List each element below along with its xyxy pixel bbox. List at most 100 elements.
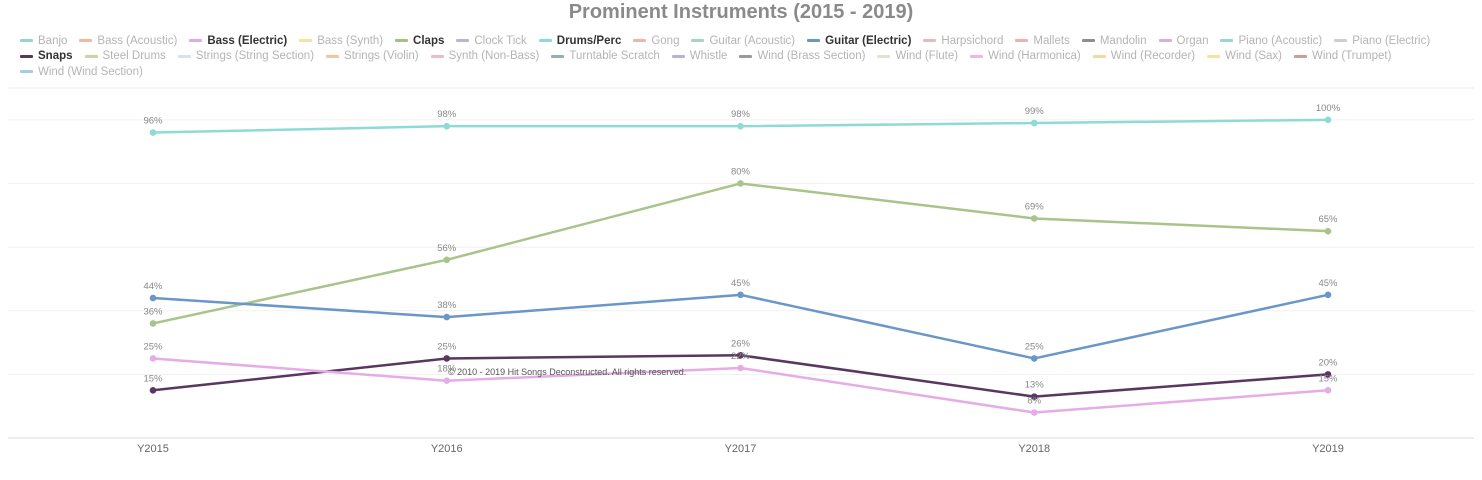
legend-item-strings-string-section[interactable]: Strings (String Section) xyxy=(177,49,314,65)
legend-label: Bass (Acoustic) xyxy=(97,34,178,47)
legend-label: Wind (Flute) xyxy=(895,50,959,63)
chart-title: Prominent Instruments (2015 - 2019) xyxy=(568,1,914,23)
data-point-claps xyxy=(149,320,157,327)
legend-swatch xyxy=(739,54,753,58)
legend-label: Strings (Violin) xyxy=(344,50,419,63)
data-label-snaps: 25% xyxy=(437,341,457,352)
data-label-bass-electric: 25% xyxy=(143,341,163,352)
legend-swatch xyxy=(326,54,340,58)
legend-label: Banjo xyxy=(38,34,68,47)
legend-item-claps[interactable]: Claps xyxy=(395,33,444,49)
legend-label: Organ xyxy=(1176,34,1209,47)
legend-item-bass-acoustic[interactable]: Bass (Acoustic) xyxy=(79,33,177,49)
legend-swatch xyxy=(1015,39,1029,43)
data-label-guitar-electric: 38% xyxy=(437,300,457,311)
legend-swatch xyxy=(456,39,470,43)
data-label-claps: 56% xyxy=(437,243,457,254)
legend-item-synth-non-bass[interactable]: Synth (Non-Bass) xyxy=(430,49,539,65)
data-point-drums-perc xyxy=(149,129,157,136)
legend-swatch xyxy=(970,54,984,58)
legend-item-wind-harmonica[interactable]: Wind (Harmonica) xyxy=(970,49,1081,65)
data-point-bass-electric xyxy=(1030,409,1038,416)
data-point-bass-electric xyxy=(737,364,744,372)
data-point-bass-electric xyxy=(1324,386,1332,394)
copyright-notice: © 2010 - 2019 Hit Songs Deconstructed. A… xyxy=(448,367,686,377)
legend-label: Piano (Electric) xyxy=(1352,34,1431,47)
legend-label: Wind (Harmonica) xyxy=(988,50,1081,63)
legend-label: Turntable Scratch xyxy=(569,50,660,63)
data-label-snaps: 20% xyxy=(1318,357,1338,368)
legend-label: Wind (Trumpet) xyxy=(1311,50,1392,63)
legend-item-wind-trumpet[interactable]: Wind (Trumpet) xyxy=(1293,49,1392,65)
legend-item-clock-tick[interactable]: Clock Tick xyxy=(456,33,527,49)
data-label-drums-perc: 96% xyxy=(143,116,163,127)
legend-label: Bass (Synth) xyxy=(317,34,384,47)
legend-label: Drums/Perc xyxy=(556,34,622,47)
data-point-drums-perc xyxy=(1324,116,1332,124)
data-point-bass-electric xyxy=(443,377,451,385)
legend-label: Whistle xyxy=(689,50,728,63)
data-point-snaps xyxy=(443,355,451,362)
legend-item-bass-synth[interactable]: Bass (Synth) xyxy=(299,33,383,49)
legend-swatch xyxy=(395,39,409,43)
data-point-guitar-electric xyxy=(737,291,744,299)
legend-swatch xyxy=(538,39,552,43)
data-label-guitar-electric: 25% xyxy=(1025,341,1045,352)
legend-item-organ[interactable]: Organ xyxy=(1158,33,1209,49)
data-label-bass-electric: 22% xyxy=(731,351,751,362)
legend-swatch xyxy=(551,54,565,58)
legend-swatch xyxy=(1220,39,1234,43)
legend: Banjo Bass (Acoustic) Bass (Electric) Bass … xyxy=(20,33,1470,80)
legend-item-banjo[interactable]: Banjo xyxy=(20,33,67,49)
legend-item-piano-acoustic[interactable]: Piano (Acoustic) xyxy=(1220,33,1322,49)
data-point-guitar-electric xyxy=(1030,355,1038,362)
data-point-claps xyxy=(1324,227,1332,235)
data-point-snaps xyxy=(149,386,157,394)
legend-item-wind-flute[interactable]: Wind (Flute) xyxy=(877,49,958,65)
legend-item-piano-electric[interactable]: Piano (Electric) xyxy=(1334,33,1430,49)
legend-item-wind-sax[interactable]: Wind (Sax) xyxy=(1207,49,1282,65)
legend-item-strings-violin[interactable]: Strings (Violin) xyxy=(326,49,419,65)
legend-item-turntable-scratch[interactable]: Turntable Scratch xyxy=(551,49,660,65)
legend-swatch xyxy=(177,54,191,58)
legend-item-drums-perc[interactable]: Drums/Perc xyxy=(538,33,622,49)
legend-swatch xyxy=(1081,39,1095,43)
legend-swatch xyxy=(1207,54,1221,58)
legend-swatch xyxy=(20,70,33,74)
legend-item-harpsichord[interactable]: Harpsichord xyxy=(923,33,1003,49)
legend-label: Piano (Acoustic) xyxy=(1238,34,1323,47)
legend-label: Mandolin xyxy=(1099,34,1147,47)
x-tick-label: Y2016 xyxy=(431,443,463,455)
legend-swatch xyxy=(1092,54,1106,58)
legend-item-wind-brass-section[interactable]: Wind (Brass Section) xyxy=(739,49,865,65)
data-label-guitar-electric: 45% xyxy=(731,278,751,289)
legend-item-bass-electric[interactable]: Bass (Electric) xyxy=(189,33,287,49)
legend-label: Bass (Electric) xyxy=(207,34,288,47)
data-label-guitar-electric: 44% xyxy=(143,281,163,292)
legend-item-guitar-acoustic[interactable]: Guitar (Acoustic) xyxy=(691,33,795,49)
legend-item-wind-recorder[interactable]: Wind (Recorder) xyxy=(1092,49,1195,65)
data-label-bass-electric: 15% xyxy=(1318,373,1338,384)
data-point-snaps xyxy=(1324,371,1332,378)
legend-label: Wind (Wind Section) xyxy=(38,65,143,78)
legend-item-mandolin[interactable]: Mandolin xyxy=(1081,33,1147,49)
data-point-drums-perc xyxy=(737,122,744,130)
data-label-bass-electric: 8% xyxy=(1027,396,1041,407)
legend-item-whistle[interactable]: Whistle xyxy=(671,49,728,65)
data-point-claps xyxy=(1030,215,1038,222)
data-label-snaps: 13% xyxy=(1025,380,1045,391)
legend-item-wind-wind-section[interactable]: Wind (Wind Section) xyxy=(20,64,143,80)
legend-item-steel-drums[interactable]: Steel Drums xyxy=(84,49,166,65)
x-tick-label: Y2017 xyxy=(725,443,757,455)
legend-swatch xyxy=(807,39,821,43)
data-label-drums-perc: 98% xyxy=(731,109,751,120)
legend-item-mallets[interactable]: Mallets xyxy=(1015,33,1070,49)
legend-item-snaps[interactable]: Snaps xyxy=(20,49,73,65)
data-label-claps: 80% xyxy=(731,166,751,177)
legend-label: Wind (Brass Section) xyxy=(757,50,866,63)
legend-item-guitar-electric[interactable]: Guitar (Electric) xyxy=(807,33,911,49)
data-label-snaps: 15% xyxy=(143,373,163,384)
legend-item-gong[interactable]: Gong xyxy=(633,33,679,49)
legend-swatch xyxy=(1158,39,1172,43)
